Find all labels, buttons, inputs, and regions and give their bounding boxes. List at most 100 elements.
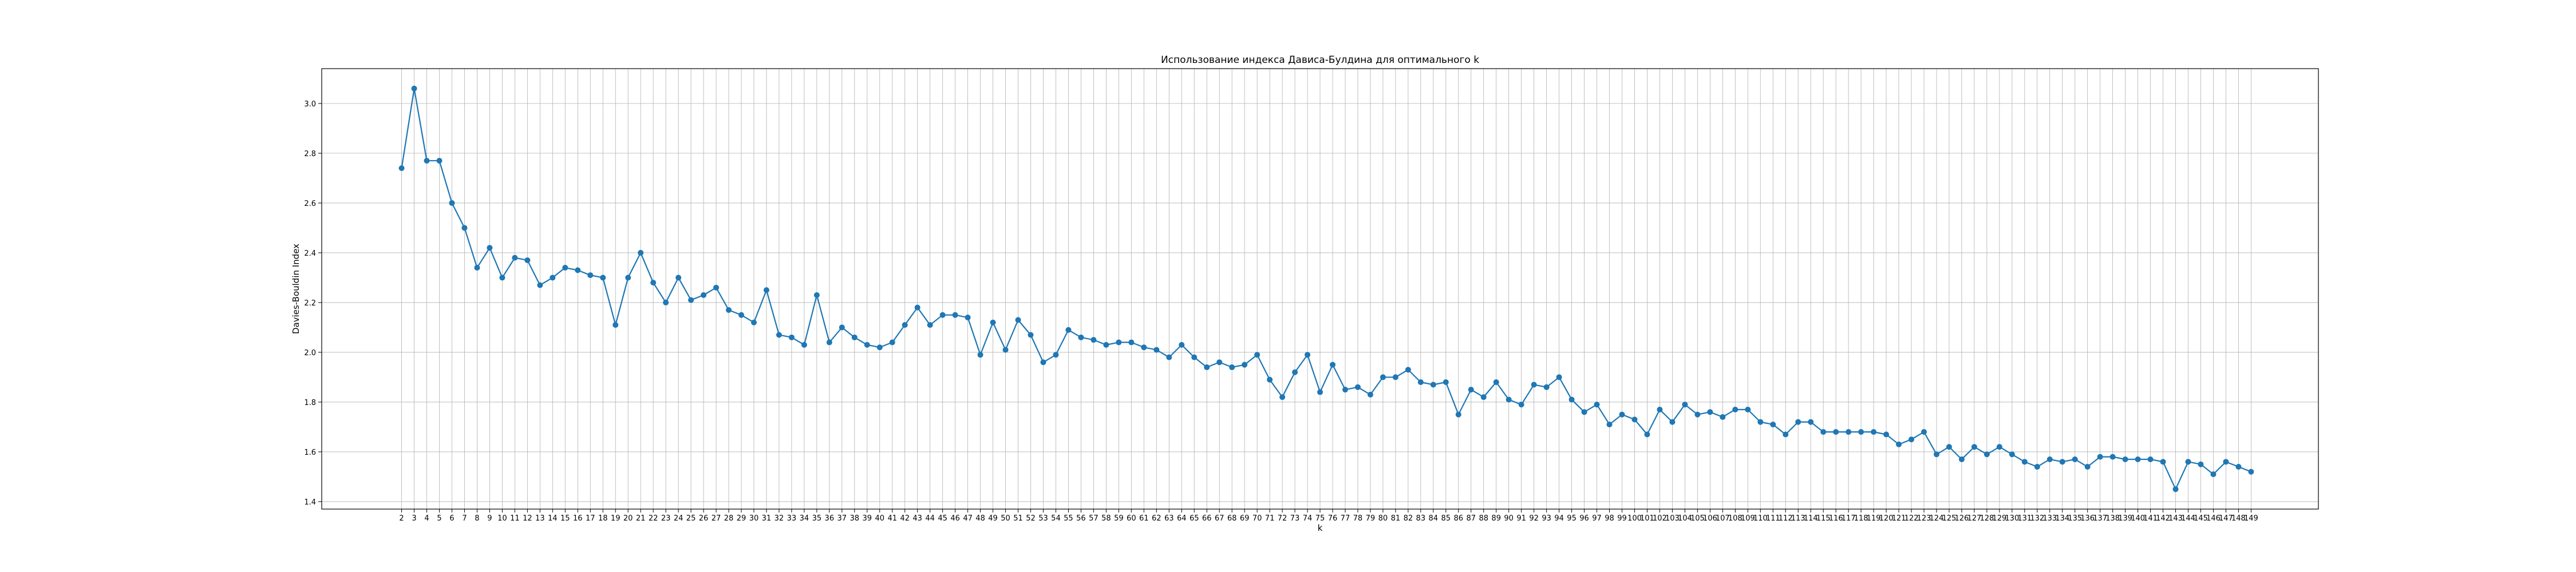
x-tick-label: 147 — [2219, 514, 2233, 523]
grid — [322, 69, 2318, 509]
x-tick-label: 27 — [712, 514, 721, 523]
x-tick-label: 18 — [598, 514, 608, 523]
x-tick-label: 25 — [686, 514, 696, 523]
data-point — [613, 322, 619, 328]
data-point — [1305, 352, 1311, 358]
x-tick-label: 35 — [812, 514, 822, 523]
data-point — [701, 292, 707, 298]
x-tick-label: 43 — [912, 514, 922, 523]
data-point — [1669, 419, 1676, 425]
data-point — [600, 275, 606, 281]
x-tick-label: 5 — [437, 514, 441, 523]
x-tick-label: 100 — [1627, 514, 1642, 523]
x-tick-label: 42 — [900, 514, 910, 523]
x-tick-label: 118 — [1854, 514, 1868, 523]
x-tick-label: 64 — [1177, 514, 1187, 523]
x-tick-label: 128 — [1980, 514, 1994, 523]
data-point — [1858, 429, 1864, 435]
x-tick-label: 72 — [1278, 514, 1287, 523]
x-tick-label: 121 — [1892, 514, 1906, 523]
x-tick-label: 34 — [800, 514, 809, 523]
data-point — [1468, 387, 1474, 393]
series-line — [401, 88, 2251, 490]
x-tick-label: 19 — [611, 514, 621, 523]
data-point — [889, 339, 895, 345]
data-point — [864, 341, 870, 348]
x-tick-label: 91 — [1516, 514, 1526, 523]
data-point — [436, 157, 442, 164]
data-point — [851, 334, 858, 340]
x-tick-label: 26 — [699, 514, 709, 523]
data-point — [876, 344, 883, 351]
x-tick-label: 107 — [1716, 514, 1730, 523]
data-point — [449, 200, 455, 206]
x-tick-label: 41 — [887, 514, 897, 523]
data-point — [726, 307, 732, 313]
x-tick-label: 69 — [1240, 514, 1250, 523]
data-point — [1141, 344, 1147, 351]
data-point — [1707, 409, 1713, 415]
x-tick-label: 112 — [1779, 514, 1793, 523]
data-point — [1996, 444, 2002, 450]
data-point — [1644, 431, 1650, 438]
data-point — [788, 334, 795, 340]
y-tick-label: 1.8 — [304, 399, 316, 407]
data-point — [1065, 327, 1072, 333]
x-tick-label: 119 — [1867, 514, 1881, 523]
data-point — [2097, 454, 2103, 460]
x-tick-label: 93 — [1542, 514, 1551, 523]
data-point — [1417, 379, 1424, 386]
data-point — [813, 292, 820, 298]
data-point — [1720, 414, 1726, 420]
data-point — [424, 157, 430, 164]
data-point — [1745, 406, 1751, 412]
data-point — [650, 280, 657, 286]
data-point — [398, 165, 405, 172]
x-tick-label: 37 — [837, 514, 847, 523]
data-point — [2223, 459, 2229, 465]
data-point — [1493, 379, 1499, 386]
data-point — [1833, 429, 1839, 435]
data-point — [1556, 374, 1562, 380]
x-tick-label: 28 — [724, 514, 734, 523]
x-tick-label: 95 — [1567, 514, 1577, 523]
data-point — [1015, 317, 1021, 323]
x-tick-label: 109 — [1741, 514, 1755, 523]
data-point — [1971, 444, 1977, 450]
x-tick-label: 46 — [950, 514, 960, 523]
x-tick-label: 9 — [487, 514, 492, 523]
data-point — [562, 265, 568, 271]
data-point — [1770, 422, 1776, 428]
data-point — [2147, 456, 2154, 462]
data-point — [587, 272, 594, 279]
data-point — [1179, 341, 1185, 348]
y-tick-label: 2.4 — [304, 249, 316, 258]
y-tick-label: 2.6 — [304, 200, 316, 208]
x-tick-label: 87 — [1466, 514, 1476, 523]
x-tick-label: 138 — [2105, 514, 2120, 523]
x-tick-label: 13 — [535, 514, 545, 523]
x-tick-label: 4 — [424, 514, 429, 523]
x-tick-label: 44 — [925, 514, 935, 523]
data-point — [914, 304, 920, 311]
x-tick-label: 47 — [963, 514, 973, 523]
data-point — [1116, 339, 1122, 345]
data-point — [1921, 429, 1927, 435]
x-tick-label: 68 — [1227, 514, 1237, 523]
data-point — [1682, 402, 1688, 408]
data-point — [1267, 376, 1273, 383]
data-point — [411, 85, 417, 92]
data-point — [575, 267, 581, 273]
data-point — [1040, 359, 1046, 366]
x-tick-label: 84 — [1429, 514, 1439, 523]
x-tick-label: 136 — [2080, 514, 2095, 523]
data-point — [1619, 411, 1625, 418]
data-point — [990, 319, 996, 325]
x-tick-label: 123 — [1917, 514, 1931, 523]
x-tick-label: 76 — [1328, 514, 1338, 523]
x-tick-label: 126 — [1954, 514, 1969, 523]
data-point — [1103, 341, 1109, 348]
data-point — [1078, 334, 1084, 340]
data-point — [750, 319, 757, 325]
x-tick-label: 30 — [749, 514, 759, 523]
